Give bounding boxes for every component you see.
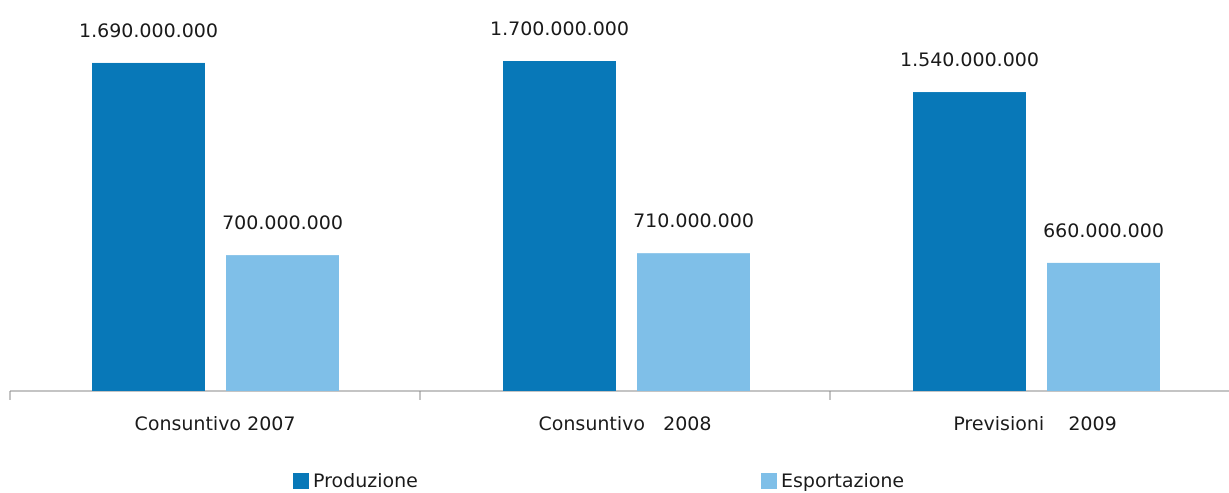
data-label-produzione-0: 1.690.000.000 [79,20,218,42]
data-label-esportazione-1: 710.000.000 [633,210,754,232]
data-label-esportazione-0: 700.000.000 [222,212,343,234]
category-label-1: Consuntivo 2008 [539,413,712,435]
legend-swatch-produzione [293,473,309,489]
bar-esportazione-1 [637,253,750,391]
legend-item-produzione: Produzione [293,470,418,492]
data-label-produzione-2: 1.540.000.000 [900,49,1039,71]
bar-produzione-0 [92,62,205,392]
bar-esportazione-0 [226,255,339,391]
bar-produzione-1 [503,61,616,391]
category-label-2: Previsioni 2009 [953,413,1116,435]
bar-esportazione-2 [1047,262,1160,391]
category-label-0: Consuntivo 2007 [135,413,296,435]
data-label-esportazione-2: 660.000.000 [1043,220,1164,242]
legend-item-esportazione: Esportazione [761,470,904,492]
legend-label-esportazione: Esportazione [781,470,905,492]
bar-produzione-2 [913,92,1026,391]
data-label-produzione-1: 1.700.000.000 [490,18,629,40]
legend-swatch-esportazione [761,473,777,489]
legend-label-produzione: Produzione [313,470,418,492]
